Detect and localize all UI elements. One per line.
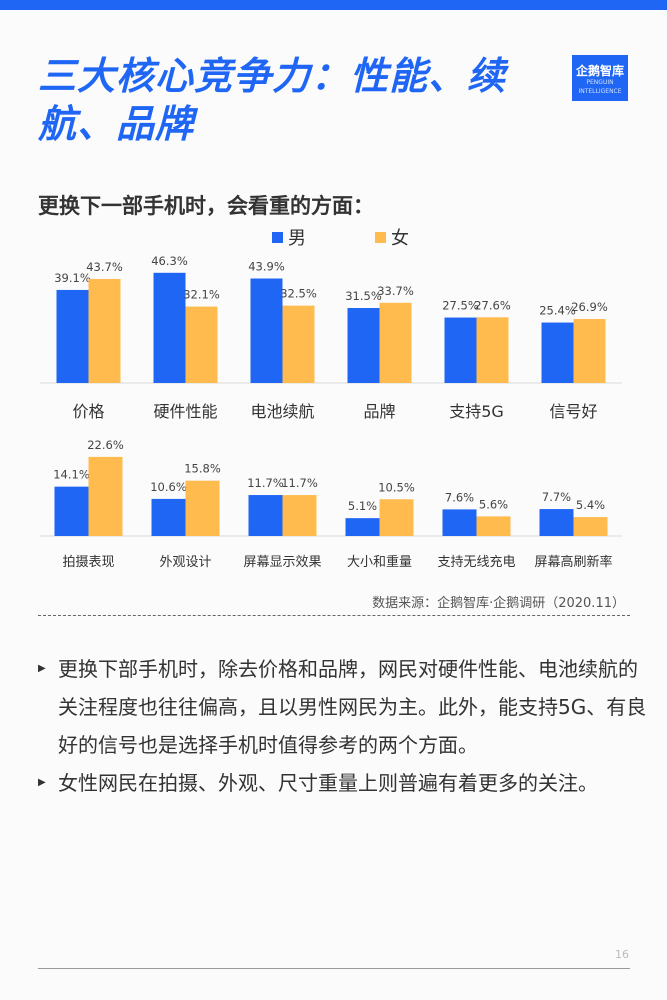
data-label: 33.7%	[377, 284, 414, 298]
bar-male	[54, 486, 89, 536]
legend-swatch-0	[272, 232, 283, 243]
category-label: 屏幕高刷新率	[534, 554, 612, 570]
category-label: 价格	[72, 402, 104, 421]
category-label: 大小和重量	[347, 554, 412, 570]
data-label: 32.1%	[183, 288, 220, 302]
bar-female	[185, 306, 218, 383]
category-label: 品牌	[363, 402, 395, 421]
data-label: 15.8%	[184, 462, 221, 476]
top-accent-bar	[0, 0, 667, 10]
bar-male	[248, 495, 283, 536]
bar-female	[573, 517, 608, 536]
triangle-bullet-icon: ▶	[38, 777, 46, 788]
bar-female	[88, 456, 123, 536]
bar-female	[282, 495, 317, 536]
bar-female	[476, 317, 509, 383]
bar-male	[444, 317, 477, 383]
bar-male	[539, 509, 574, 536]
bar-male	[541, 322, 574, 383]
bar-male	[56, 289, 89, 383]
bar-male	[250, 278, 283, 383]
page-number: 16	[615, 948, 629, 961]
data-source: 数据来源：企鹅智库·企鹅调研（2020.11）	[372, 596, 625, 611]
data-label: 39.1%	[54, 271, 91, 285]
category-label: 信号好	[549, 402, 597, 421]
brand-logo: 企鹅智库 PENGUIN INTELLIGENCE	[572, 55, 628, 101]
data-label: 26.9%	[571, 300, 608, 314]
bar-chart-bottom: 14.1% 22.6% 拍摄表现 10.6% 15.8% 外观设计 11.7%11.7% 屏幕…	[40, 438, 622, 570]
bar-female	[88, 278, 121, 383]
bullet-text: 女性网民在拍摄、外观、尺寸重量上则普遍有着更多的关注。	[58, 771, 598, 795]
data-label: 10.6%	[150, 480, 187, 494]
bar-female	[379, 302, 412, 383]
bar-male	[345, 518, 380, 536]
data-label: 27.5%	[442, 299, 479, 313]
data-label: 22.6%	[87, 438, 124, 452]
category-label: 拍摄表现	[62, 555, 114, 570]
data-label: 5.6%	[479, 497, 508, 511]
bar-female	[573, 318, 606, 383]
legend-swatch-1	[375, 232, 386, 243]
legend-label-1: 女	[391, 228, 409, 249]
data-label: 11.7%	[247, 476, 284, 490]
bullet-item: ▶ 更换下部手机时，除去价格和品牌，网民对硬件性能、电池续航的关注程度也往往偏高…	[38, 650, 650, 764]
logo-subtext: PENGUIN INTELLIGENCE	[578, 79, 622, 95]
chart-title: 更换下一部手机时，会看重的方面：	[38, 194, 374, 218]
bullet-item: ▶ 女性网民在拍摄、外观、尺寸重量上则普遍有着更多的关注。	[38, 764, 650, 802]
data-label: 14.1%	[53, 468, 90, 482]
category-label: 外观设计	[159, 555, 211, 570]
triangle-bullet-icon: ▶	[38, 663, 46, 674]
data-label: 27.6%	[474, 298, 511, 312]
data-label: 10.5%	[378, 480, 415, 494]
data-label: 43.9%	[248, 260, 285, 274]
bar-female	[282, 305, 315, 383]
summary-bullets: ▶ 更换下部手机时，除去价格和品牌，网民对硬件性能、电池续航的关注程度也往往偏高…	[38, 650, 650, 802]
bar-male	[151, 498, 186, 536]
data-label: 31.5%	[345, 289, 382, 303]
category-label: 硬件性能	[153, 402, 217, 421]
bar-male	[153, 272, 186, 383]
dashed-divider	[38, 615, 630, 616]
data-label: 7.6%	[445, 490, 474, 504]
data-label: 43.7%	[86, 260, 123, 274]
data-label: 7.7%	[542, 490, 571, 504]
data-label: 5.4%	[576, 498, 605, 512]
data-label: 5.1%	[348, 499, 377, 513]
logo-text: 企鹅智库	[575, 64, 624, 78]
legend-label-0: 男	[288, 228, 306, 249]
footer-divider	[38, 968, 630, 969]
data-label: 46.3%	[151, 254, 188, 268]
bar-male	[347, 308, 380, 383]
category-label: 电池续航	[250, 402, 314, 421]
bar-female	[379, 499, 414, 536]
category-label: 支持5G	[449, 402, 504, 421]
data-label: 32.5%	[280, 287, 317, 301]
page-title: 三大核心竞争力：性能、续航、品牌	[38, 54, 507, 146]
bar-chart-top: 男 女 39.1%43.7% 价格 46.3% 32.1% 硬件性能 43.9% 32.5% 电池…	[40, 228, 622, 421]
bar-female	[185, 480, 220, 536]
category-label: 屏幕显示效果	[243, 555, 321, 570]
data-label: 25.4%	[539, 304, 576, 318]
bar-male	[442, 509, 477, 536]
category-label: 支持无线充电	[437, 554, 515, 570]
bullet-text: 更换下部手机时，除去价格和品牌，网民对硬件性能、电池续航的关注程度也往往偏高，且…	[58, 657, 647, 757]
bar-female	[476, 516, 511, 536]
data-label: 11.7%	[281, 476, 318, 490]
